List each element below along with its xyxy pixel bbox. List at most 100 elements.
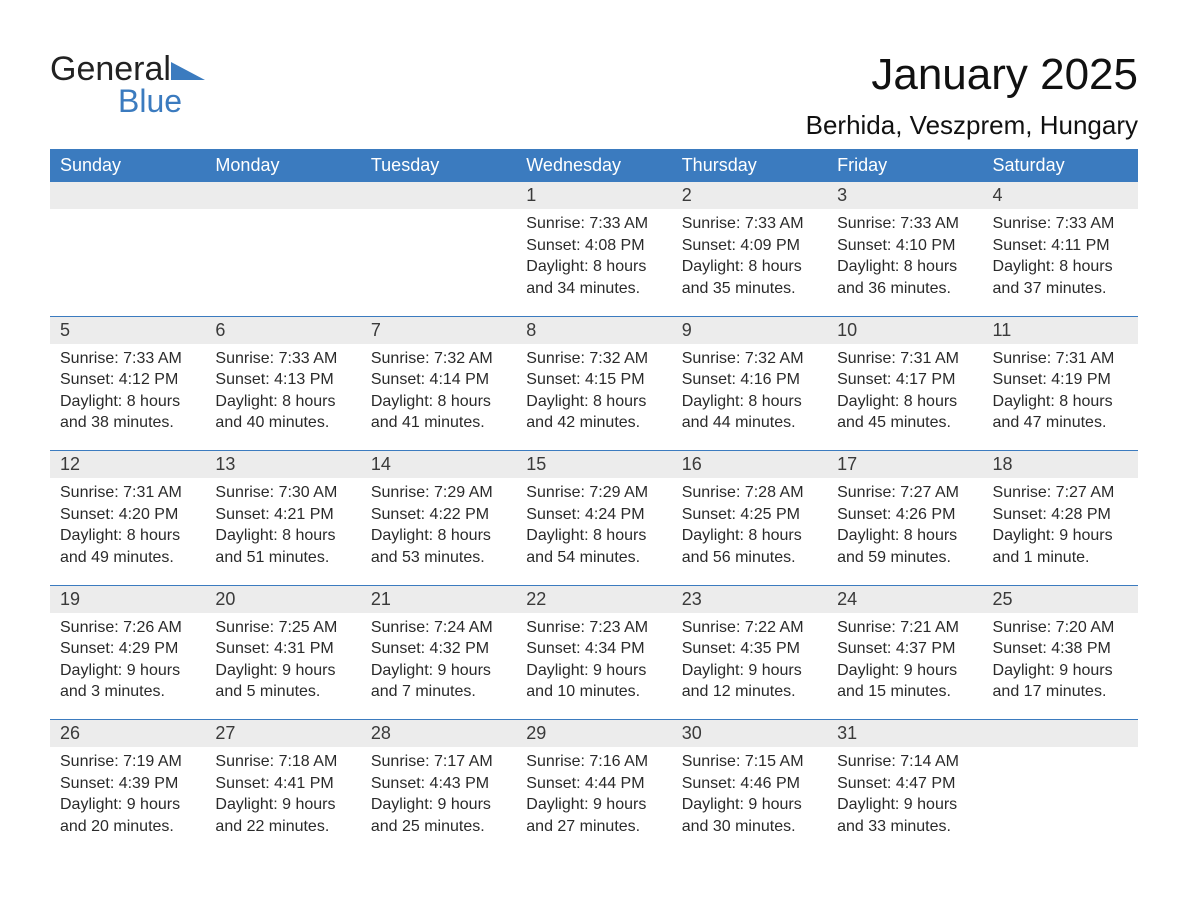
logo-word2: Blue xyxy=(118,83,182,120)
day-sunset: Sunset: 4:31 PM xyxy=(215,638,350,660)
day-number: 3 xyxy=(827,182,982,209)
day-sunrise: Sunrise: 7:26 AM xyxy=(60,617,195,639)
day-number: 4 xyxy=(983,182,1138,209)
day-daylight2: and 54 minutes. xyxy=(526,547,661,569)
day-daylight2: and 5 minutes. xyxy=(215,681,350,703)
day-sunset: Sunset: 4:24 PM xyxy=(526,504,661,526)
day-sunrise: Sunrise: 7:31 AM xyxy=(993,348,1128,370)
day-cell: 7Sunrise: 7:32 AMSunset: 4:14 PMDaylight… xyxy=(361,317,516,451)
day-details: Sunrise: 7:24 AMSunset: 4:32 PMDaylight:… xyxy=(361,613,516,711)
day-number xyxy=(983,720,1138,747)
day-sunrise: Sunrise: 7:19 AM xyxy=(60,751,195,773)
day-details: Sunrise: 7:31 AMSunset: 4:17 PMDaylight:… xyxy=(827,344,982,442)
day-cell: 8Sunrise: 7:32 AMSunset: 4:15 PMDaylight… xyxy=(516,317,671,451)
day-cell: 16Sunrise: 7:28 AMSunset: 4:25 PMDayligh… xyxy=(672,451,827,585)
week-row: 1Sunrise: 7:33 AMSunset: 4:08 PMDaylight… xyxy=(50,182,1138,316)
day-sunset: Sunset: 4:37 PM xyxy=(837,638,972,660)
day-sunset: Sunset: 4:09 PM xyxy=(682,235,817,257)
day-number: 24 xyxy=(827,586,982,613)
day-number: 28 xyxy=(361,720,516,747)
day-sunset: Sunset: 4:26 PM xyxy=(837,504,972,526)
day-daylight2: and 40 minutes. xyxy=(215,412,350,434)
day-cell: 2Sunrise: 7:33 AMSunset: 4:09 PMDaylight… xyxy=(672,182,827,316)
day-cell: 3Sunrise: 7:33 AMSunset: 4:10 PMDaylight… xyxy=(827,182,982,316)
day-daylight1: Daylight: 9 hours xyxy=(993,525,1128,547)
day-number: 25 xyxy=(983,586,1138,613)
day-sunset: Sunset: 4:39 PM xyxy=(60,773,195,795)
day-sunrise: Sunrise: 7:32 AM xyxy=(526,348,661,370)
day-number: 12 xyxy=(50,451,205,478)
day-sunset: Sunset: 4:28 PM xyxy=(993,504,1128,526)
day-header: Thursday xyxy=(672,149,827,182)
day-cell: 17Sunrise: 7:27 AMSunset: 4:26 PMDayligh… xyxy=(827,451,982,585)
day-daylight2: and 30 minutes. xyxy=(682,816,817,838)
day-sunrise: Sunrise: 7:29 AM xyxy=(526,482,661,504)
day-sunset: Sunset: 4:46 PM xyxy=(682,773,817,795)
day-number: 13 xyxy=(205,451,360,478)
day-header: Monday xyxy=(205,149,360,182)
day-cell: 11Sunrise: 7:31 AMSunset: 4:19 PMDayligh… xyxy=(983,317,1138,451)
day-daylight2: and 3 minutes. xyxy=(60,681,195,703)
day-daylight1: Daylight: 8 hours xyxy=(682,391,817,413)
day-details: Sunrise: 7:19 AMSunset: 4:39 PMDaylight:… xyxy=(50,747,205,845)
day-cell xyxy=(50,182,205,316)
day-daylight1: Daylight: 9 hours xyxy=(215,660,350,682)
day-details: Sunrise: 7:32 AMSunset: 4:14 PMDaylight:… xyxy=(361,344,516,442)
day-sunset: Sunset: 4:17 PM xyxy=(837,369,972,391)
day-cell: 25Sunrise: 7:20 AMSunset: 4:38 PMDayligh… xyxy=(983,586,1138,720)
day-sunrise: Sunrise: 7:27 AM xyxy=(837,482,972,504)
day-daylight2: and 47 minutes. xyxy=(993,412,1128,434)
day-daylight2: and 53 minutes. xyxy=(371,547,506,569)
day-number: 15 xyxy=(516,451,671,478)
day-details: Sunrise: 7:33 AMSunset: 4:11 PMDaylight:… xyxy=(983,209,1138,307)
day-sunrise: Sunrise: 7:18 AM xyxy=(215,751,350,773)
day-sunrise: Sunrise: 7:14 AM xyxy=(837,751,972,773)
day-daylight2: and 56 minutes. xyxy=(682,547,817,569)
day-daylight2: and 49 minutes. xyxy=(60,547,195,569)
day-daylight2: and 17 minutes. xyxy=(993,681,1128,703)
day-details: Sunrise: 7:32 AMSunset: 4:15 PMDaylight:… xyxy=(516,344,671,442)
day-cell: 28Sunrise: 7:17 AMSunset: 4:43 PMDayligh… xyxy=(361,720,516,854)
day-details: Sunrise: 7:33 AMSunset: 4:12 PMDaylight:… xyxy=(50,344,205,442)
day-details: Sunrise: 7:20 AMSunset: 4:38 PMDaylight:… xyxy=(983,613,1138,711)
day-details: Sunrise: 7:29 AMSunset: 4:22 PMDaylight:… xyxy=(361,478,516,576)
month-title: January 2025 xyxy=(806,50,1138,100)
day-daylight1: Daylight: 8 hours xyxy=(682,525,817,547)
day-sunrise: Sunrise: 7:33 AM xyxy=(993,213,1128,235)
day-sunset: Sunset: 4:14 PM xyxy=(371,369,506,391)
day-daylight2: and 45 minutes. xyxy=(837,412,972,434)
day-sunset: Sunset: 4:43 PM xyxy=(371,773,506,795)
day-details: Sunrise: 7:27 AMSunset: 4:26 PMDaylight:… xyxy=(827,478,982,576)
day-daylight1: Daylight: 8 hours xyxy=(526,391,661,413)
day-number: 22 xyxy=(516,586,671,613)
day-daylight1: Daylight: 9 hours xyxy=(993,660,1128,682)
day-details: Sunrise: 7:15 AMSunset: 4:46 PMDaylight:… xyxy=(672,747,827,845)
day-sunset: Sunset: 4:15 PM xyxy=(526,369,661,391)
day-sunrise: Sunrise: 7:24 AM xyxy=(371,617,506,639)
day-daylight1: Daylight: 8 hours xyxy=(837,256,972,278)
day-sunrise: Sunrise: 7:33 AM xyxy=(526,213,661,235)
day-sunset: Sunset: 4:32 PM xyxy=(371,638,506,660)
day-number: 8 xyxy=(516,317,671,344)
day-details: Sunrise: 7:18 AMSunset: 4:41 PMDaylight:… xyxy=(205,747,360,845)
day-daylight2: and 51 minutes. xyxy=(215,547,350,569)
day-sunrise: Sunrise: 7:17 AM xyxy=(371,751,506,773)
day-cell: 26Sunrise: 7:19 AMSunset: 4:39 PMDayligh… xyxy=(50,720,205,854)
day-cell: 10Sunrise: 7:31 AMSunset: 4:17 PMDayligh… xyxy=(827,317,982,451)
header: General Blue January 2025 Berhida, Veszp… xyxy=(50,50,1138,141)
day-details: Sunrise: 7:16 AMSunset: 4:44 PMDaylight:… xyxy=(516,747,671,845)
day-daylight2: and 42 minutes. xyxy=(526,412,661,434)
day-sunset: Sunset: 4:41 PM xyxy=(215,773,350,795)
day-sunrise: Sunrise: 7:30 AM xyxy=(215,482,350,504)
day-sunrise: Sunrise: 7:31 AM xyxy=(60,482,195,504)
week-row: 26Sunrise: 7:19 AMSunset: 4:39 PMDayligh… xyxy=(50,720,1138,854)
day-details: Sunrise: 7:33 AMSunset: 4:10 PMDaylight:… xyxy=(827,209,982,307)
day-sunrise: Sunrise: 7:32 AM xyxy=(371,348,506,370)
week-row: 5Sunrise: 7:33 AMSunset: 4:12 PMDaylight… xyxy=(50,317,1138,451)
day-sunrise: Sunrise: 7:33 AM xyxy=(682,213,817,235)
day-cell: 12Sunrise: 7:31 AMSunset: 4:20 PMDayligh… xyxy=(50,451,205,585)
day-sunset: Sunset: 4:47 PM xyxy=(837,773,972,795)
day-cell: 6Sunrise: 7:33 AMSunset: 4:13 PMDaylight… xyxy=(205,317,360,451)
day-details: Sunrise: 7:23 AMSunset: 4:34 PMDaylight:… xyxy=(516,613,671,711)
day-sunset: Sunset: 4:22 PM xyxy=(371,504,506,526)
